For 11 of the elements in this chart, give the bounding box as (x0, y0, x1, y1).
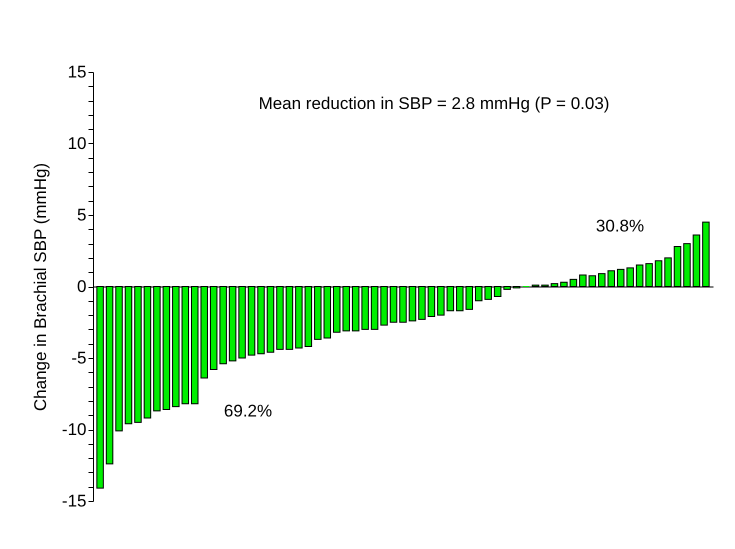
y-tick-label: -15 (62, 492, 86, 510)
y-tick-label: -10 (62, 420, 86, 439)
y-tick-label: 10 (68, 134, 86, 153)
y-tick-label: -5 (71, 348, 86, 368)
y-axis-title: Change in Brachial SBP (mmHg) (30, 162, 50, 412)
y-tick-label: 15 (68, 62, 86, 82)
y-tick-label: 0 (77, 277, 86, 296)
y-tick-label: 5 (77, 206, 86, 224)
annotation: Mean reduction in SBP = 2.8 mmHg (P = 0.03) (258, 94, 610, 113)
annotation: 30.8% (596, 216, 644, 236)
annotation: 69.2% (224, 402, 272, 420)
